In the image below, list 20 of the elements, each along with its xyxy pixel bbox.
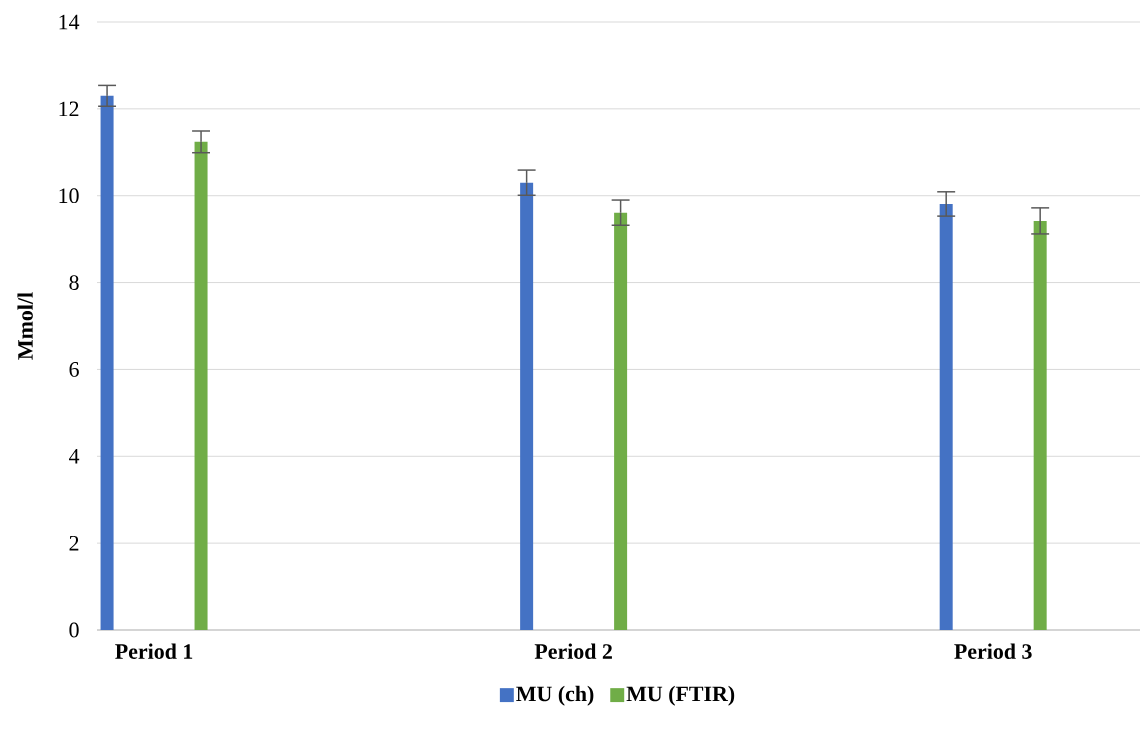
bar	[100, 95, 114, 630]
x-tick-label: Period 1	[115, 643, 193, 659]
y-tick-label: 14	[59, 14, 80, 30]
legend-label: MU (FTIR)	[626, 685, 735, 706]
bar	[1033, 220, 1047, 630]
bar	[614, 212, 628, 630]
x-tick-label: Period 2	[534, 643, 612, 659]
y-tick-label: 10	[59, 188, 79, 204]
legend-label: MU (ch)	[516, 685, 594, 706]
bar	[520, 182, 534, 630]
y-tick-label: 4	[69, 449, 80, 464]
y-axis-title: Mmol/l	[17, 292, 33, 360]
bar	[194, 141, 208, 630]
y-tick-label: 0	[69, 622, 79, 638]
y-tick-label: 8	[69, 275, 79, 290]
y-tick-label: 2	[69, 535, 79, 551]
y-tick-label: 12	[59, 101, 79, 117]
y-tick-label: 6	[69, 362, 79, 377]
x-tick-label: Period 3	[954, 643, 1032, 659]
bar	[939, 203, 953, 630]
